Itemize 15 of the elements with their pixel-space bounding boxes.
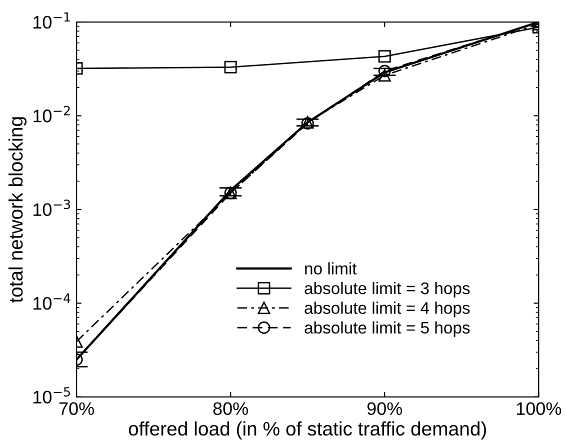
x-tick-label: 90% xyxy=(367,402,402,416)
y-tick-label: 10$^{−4}$ xyxy=(34,293,70,310)
y-tick-label: 10$^{−5}$ xyxy=(34,387,70,404)
y-tick-label: 10$^{−3}$ xyxy=(34,200,70,216)
x-tick-label: 80% xyxy=(213,402,248,416)
x-axis-title: offered load (in % of static traffic demand) xyxy=(128,421,486,440)
legend-label: absolute limit = 5 hops xyxy=(304,321,470,337)
x-tick-label: 70% xyxy=(59,402,94,416)
y-tick-label: 10$^{−2}$ xyxy=(34,106,70,122)
legend-label: no limit xyxy=(305,262,357,275)
x-tick-label: 100% xyxy=(516,402,562,416)
legend-label: absolute limit = 3 hops xyxy=(304,282,470,298)
legend-label: absolute limit = 4 hops xyxy=(304,302,470,318)
y-tick-label: 10$^{−1}$ xyxy=(34,12,70,29)
y-axis-title: total network blocking xyxy=(8,117,27,303)
